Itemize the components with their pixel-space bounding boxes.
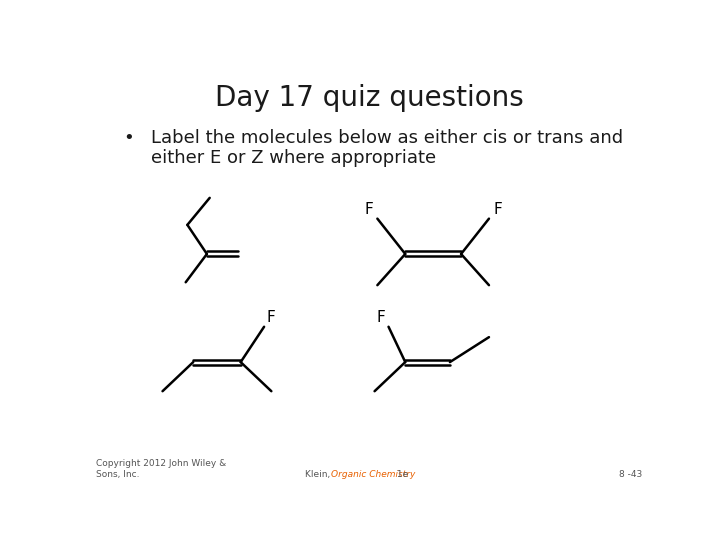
Text: •: • xyxy=(124,129,134,147)
Text: 1e: 1e xyxy=(394,469,408,478)
Text: Copyright 2012 John Wiley &
Sons, Inc.: Copyright 2012 John Wiley & Sons, Inc. xyxy=(96,459,226,478)
Text: Klein,: Klein, xyxy=(305,469,333,478)
Text: F: F xyxy=(267,309,276,325)
Text: Label the molecules below as either cis or trans and: Label the molecules below as either cis … xyxy=(151,129,624,147)
Text: F: F xyxy=(364,201,373,217)
Text: F: F xyxy=(377,309,386,325)
Text: either E or Z where appropriate: either E or Z where appropriate xyxy=(151,149,436,167)
Text: Organic Chemistry: Organic Chemistry xyxy=(331,469,415,478)
Text: F: F xyxy=(493,201,502,217)
Text: Day 17 quiz questions: Day 17 quiz questions xyxy=(215,84,523,112)
Text: 8 -43: 8 -43 xyxy=(619,469,642,478)
